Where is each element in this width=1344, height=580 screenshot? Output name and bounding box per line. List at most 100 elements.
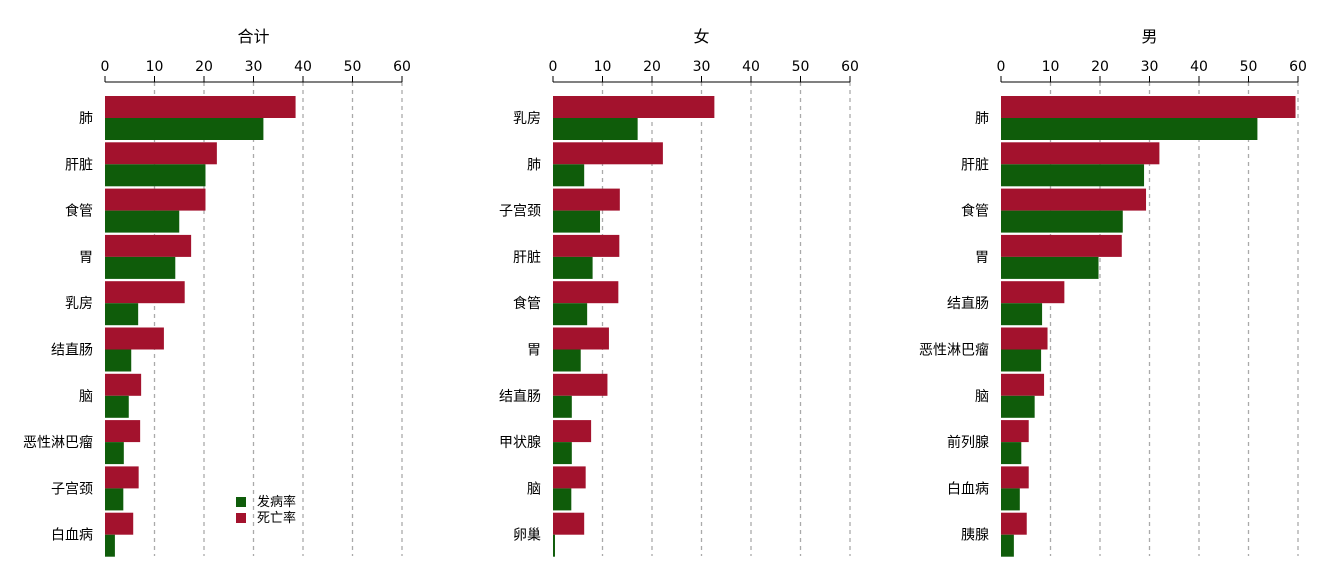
category-label: 肝脏 [513, 250, 541, 266]
bar-mortality [553, 420, 592, 443]
bar-mortality [105, 512, 134, 535]
bar-mortality [1001, 142, 1160, 165]
x-tick-label: 50 [792, 59, 810, 75]
category-label: 恶性淋巴瘤 [23, 434, 93, 451]
x-tick-label: 60 [1289, 59, 1307, 75]
x-tick-label: 20 [195, 59, 213, 75]
category-label: 胃 [975, 250, 989, 266]
x-tick-label: 0 [997, 59, 1006, 75]
x-tick-label: 20 [1091, 59, 1109, 75]
bar-mortality [1001, 327, 1048, 350]
bar-incidence [105, 395, 129, 418]
bar-incidence [105, 210, 180, 233]
category-label: 结直肠 [947, 295, 989, 312]
category-label: 食管 [961, 203, 989, 220]
bar-incidence [553, 164, 585, 187]
panel-title: 合计 [237, 27, 269, 46]
panel-title: 女 [693, 27, 709, 46]
bar-incidence [1001, 303, 1043, 326]
bar-incidence [553, 395, 572, 418]
bar-mortality [105, 466, 139, 489]
bar-incidence [1001, 395, 1035, 418]
bar-incidence [105, 488, 124, 511]
bar-incidence [1001, 164, 1145, 187]
bar-mortality [1001, 373, 1045, 396]
bar-incidence [553, 210, 601, 233]
bar-incidence [553, 488, 572, 511]
bar-mortality [1001, 96, 1296, 118]
category-label: 白血病 [51, 528, 93, 544]
category-label: 白血病 [947, 481, 989, 497]
bar-mortality [105, 188, 206, 211]
category-label: 乳房 [65, 296, 93, 312]
category-label: 食管 [513, 295, 541, 312]
bar-incidence [1001, 349, 1042, 372]
category-label: 肝脏 [65, 157, 93, 173]
bar-mortality [553, 281, 619, 304]
bar-mortality [553, 466, 586, 489]
bar-mortality [1001, 188, 1147, 211]
x-tick-label: 50 [344, 59, 362, 75]
category-label: 肺 [79, 111, 93, 127]
x-tick-label: 60 [841, 59, 859, 75]
category-label: 胃 [79, 250, 93, 266]
bar-mortality [1001, 466, 1029, 489]
category-label: 脑 [527, 481, 541, 497]
bar-incidence [105, 349, 132, 372]
x-tick-label: 40 [294, 59, 312, 75]
bar-incidence [553, 256, 593, 279]
category-label: 脑 [975, 389, 989, 405]
category-label: 结直肠 [499, 388, 541, 405]
bar-mortality [105, 373, 142, 396]
bar-mortality [553, 96, 715, 118]
category-label: 脑 [79, 389, 93, 405]
bar-incidence [1001, 118, 1258, 140]
category-label: 肝脏 [961, 157, 989, 173]
category-label: 肺 [527, 157, 541, 173]
bar-incidence [105, 256, 176, 279]
x-tick-label: 60 [393, 59, 411, 75]
bar-incidence [1001, 442, 1022, 465]
bar-incidence [105, 164, 206, 187]
x-tick-label: 40 [1190, 59, 1208, 75]
bar-incidence [553, 118, 638, 140]
bar-mortality [105, 234, 192, 257]
legend-label-mortality: 死亡率 [257, 510, 296, 526]
panel-title: 男 [1141, 27, 1157, 46]
bar-mortality [105, 281, 185, 304]
x-tick-label: 30 [245, 59, 263, 75]
x-tick-label: 50 [1240, 59, 1258, 75]
bar-mortality [553, 512, 585, 535]
bar-incidence [553, 534, 555, 557]
x-tick-label: 0 [549, 59, 558, 75]
category-label: 肺 [975, 111, 989, 127]
bar-incidence [105, 118, 264, 140]
bar-incidence [553, 303, 588, 326]
legend-swatch-incidence [236, 497, 246, 507]
bar-mortality [553, 327, 609, 350]
category-label: 恶性淋巴瘤 [919, 342, 989, 359]
bar-incidence [553, 349, 581, 372]
bar-mortality [105, 96, 296, 118]
category-label: 结直肠 [51, 342, 93, 359]
legend-swatch-mortality [236, 513, 246, 523]
bar-incidence [105, 534, 115, 557]
bar-mortality [553, 373, 608, 396]
bar-incidence [553, 442, 572, 465]
x-tick-label: 20 [643, 59, 661, 75]
category-label: 甲状腺 [499, 435, 541, 451]
category-label: 子宫颈 [51, 481, 93, 497]
x-tick-label: 10 [146, 59, 164, 75]
category-label: 食管 [65, 203, 93, 220]
x-tick-label: 30 [693, 59, 711, 75]
x-tick-label: 40 [742, 59, 760, 75]
x-tick-label: 30 [1141, 59, 1159, 75]
bar-incidence [1001, 210, 1123, 233]
bar-mortality [553, 142, 663, 165]
legend-label-incidence: 发病率 [257, 494, 296, 510]
